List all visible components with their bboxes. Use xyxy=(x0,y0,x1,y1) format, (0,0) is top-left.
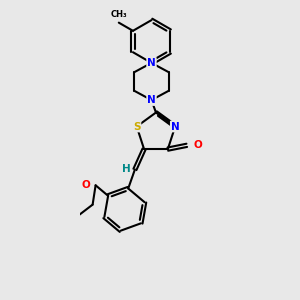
Text: O: O xyxy=(82,180,90,190)
Text: N: N xyxy=(171,122,179,131)
Text: O: O xyxy=(193,140,202,150)
Text: N: N xyxy=(147,58,156,68)
Text: N: N xyxy=(147,95,156,105)
Text: H: H xyxy=(122,164,131,174)
Text: S: S xyxy=(133,122,140,131)
Text: CH₃: CH₃ xyxy=(110,10,127,19)
